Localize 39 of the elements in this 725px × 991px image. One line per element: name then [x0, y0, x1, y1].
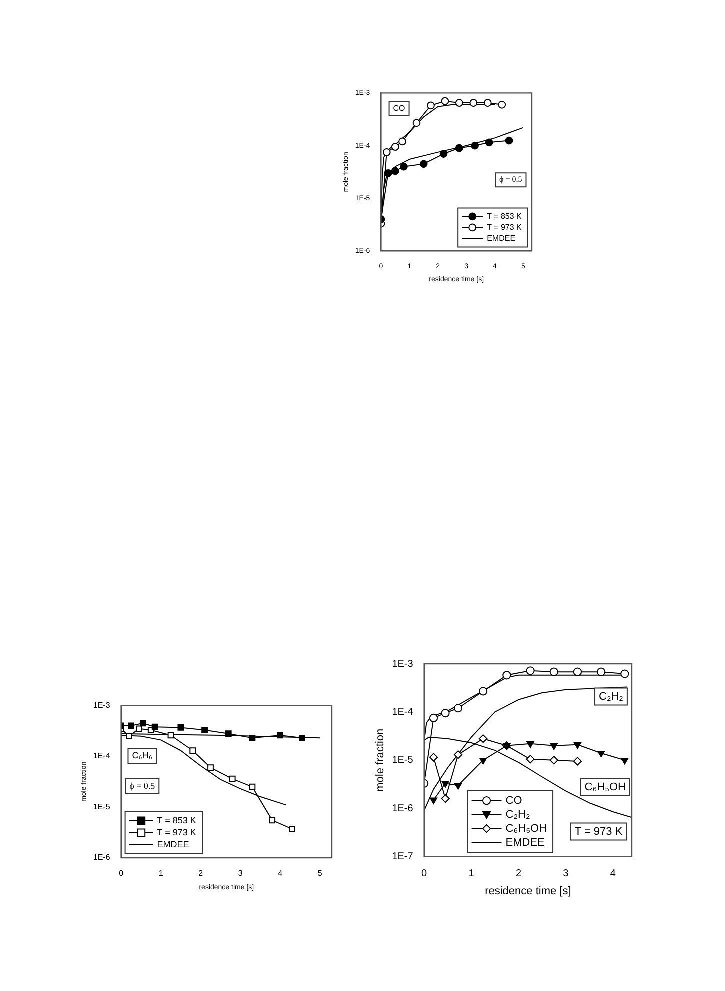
- x-tick-label: 1: [158, 869, 164, 878]
- annotation: ϕ = 0.5: [500, 175, 522, 184]
- legend-label: EMDEE: [506, 836, 545, 849]
- y-tick-label: 1E-4: [93, 752, 111, 761]
- legend-label: EMDEE: [157, 839, 190, 850]
- y-tick-label: 1E-7: [392, 852, 414, 863]
- x-tick-label: 4: [278, 869, 284, 878]
- x-tick-label: 3: [238, 869, 244, 878]
- y-tick-label: 1E-3: [93, 701, 111, 710]
- y-tick-label: 1E-5: [392, 755, 414, 766]
- legend-label: C₆H₅OH: [506, 822, 548, 835]
- x-tick-label: 0: [119, 869, 124, 878]
- y-tick-label: 1E-4: [392, 706, 414, 718]
- x-tick-label: 1: [468, 868, 475, 880]
- y-tick-label: 1E-5: [93, 802, 111, 812]
- legend-label: EMDEE: [487, 234, 516, 243]
- annotation: T = 973 K: [574, 826, 624, 838]
- x-axis-title: residence time [s]: [485, 885, 572, 898]
- legend-label: T = 973 K: [157, 827, 196, 838]
- x-tick-label: 3: [563, 868, 570, 880]
- x-tick-label: 2: [516, 868, 522, 880]
- legend-label: C₂H₂: [506, 808, 530, 821]
- x-tick-label: 4: [610, 868, 616, 880]
- x-tick-label: 0: [422, 868, 428, 880]
- y-tick-label: 1E-6: [392, 803, 414, 814]
- annotation: C₆H₅OH: [584, 781, 626, 794]
- legend-label: T = 853 K: [157, 815, 196, 826]
- y-tick-label: 1E-3: [392, 658, 414, 670]
- annotation: CO: [393, 104, 406, 114]
- x-tick-label: 5: [318, 869, 323, 878]
- y-tick-label: 1E-6: [93, 853, 111, 862]
- annotation: C₆H₆: [132, 750, 153, 761]
- legend-label: T = 973 K: [487, 222, 523, 232]
- y-axis-title: mole fraction: [374, 728, 387, 792]
- annotation: ϕ = 0.5: [130, 780, 156, 791]
- legend-label: T = 853 K: [487, 212, 523, 221]
- legend-label: CO: [506, 794, 523, 807]
- x-tick-label: 2: [198, 869, 204, 878]
- annotation: C₂H₂: [599, 690, 624, 703]
